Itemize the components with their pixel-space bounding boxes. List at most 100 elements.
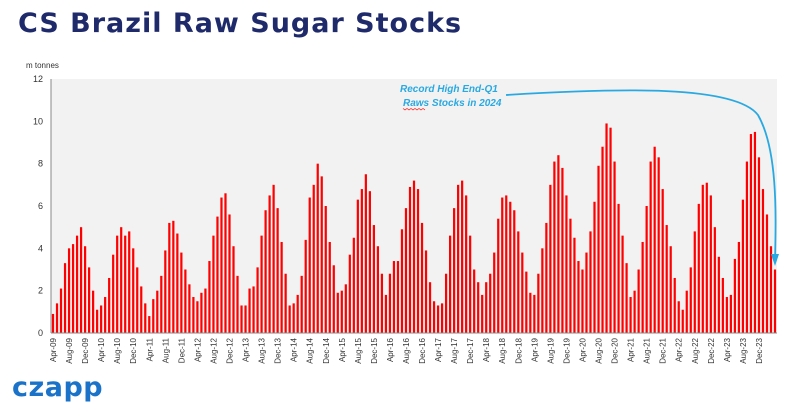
bar [156,290,159,333]
x-tick-label: Dec-21 [659,337,668,363]
bar [553,161,556,333]
bar [685,290,688,333]
bar [260,235,263,333]
bar [320,176,323,333]
bar [276,208,279,333]
bar [268,195,271,333]
bar [529,292,532,333]
bar [661,189,664,333]
bar [573,237,576,333]
bar [473,269,476,333]
bar [753,131,757,333]
bar [224,193,227,333]
bar [424,250,428,333]
bar [88,267,91,333]
bar [168,222,171,333]
bar [116,235,119,333]
x-tick-label: Dec-14 [322,337,331,363]
bar [200,292,203,333]
bar [497,218,500,333]
bar [489,273,492,333]
x-tick-label: Aug-21 [643,337,652,363]
bar [485,282,488,333]
x-tick-label: Aug-09 [65,337,74,363]
bar [324,206,327,333]
x-tick-label: Dec-22 [707,337,716,363]
spellcheck-squiggle [402,108,426,111]
bar [248,288,251,333]
bar [557,155,560,333]
bar [312,184,315,333]
bar [176,233,179,333]
x-tick-label: Dec-19 [562,337,571,363]
bar [733,258,736,333]
bar [208,261,211,333]
bar [67,248,71,333]
bar [364,174,367,333]
bar [376,246,380,333]
bar [328,241,331,333]
bar [83,246,87,333]
bar [392,261,396,333]
x-tick-label: Aug-19 [546,337,555,363]
bar [525,271,528,333]
bar [505,195,508,333]
bar [713,227,716,333]
bar [308,197,311,333]
bar [501,197,504,333]
bar [561,167,564,333]
bar [272,184,275,333]
bar [304,239,307,333]
x-tick-label: Aug-22 [691,337,700,363]
bar [545,222,548,333]
bar [164,250,167,333]
x-tick-label: Apr-12 [193,337,202,362]
bar [761,189,765,333]
x-tick-label: Aug-20 [595,337,604,363]
x-tick-label: Aug-10 [113,337,122,363]
bar [288,305,291,333]
x-tick-label: Dec-10 [129,337,138,363]
annotation-line-1: Record High End-Q1 [400,84,498,95]
bar [172,220,175,333]
bar [541,248,544,333]
bar [669,246,672,333]
annotation-line-2: Raws Stocks in 2024 [403,98,502,109]
bar [184,269,187,333]
bar [228,214,231,333]
bar [296,294,299,333]
bar [204,288,207,333]
bar [196,301,199,333]
bar [517,231,520,333]
bar [457,184,460,333]
y-tick-label: 8 [38,159,43,169]
bar [432,301,436,333]
bar [416,189,420,333]
y-tick-label: 12 [33,74,43,84]
x-tick-label: Apr-16 [386,337,395,362]
bar [408,186,412,333]
bar [144,303,147,333]
bar [677,301,680,333]
bar [757,157,761,333]
bar [513,210,516,333]
bar [428,282,432,333]
bar [436,305,440,333]
bar [581,269,584,333]
bar [356,199,359,333]
bar [292,303,295,333]
x-tick-label: Dec-17 [466,337,475,363]
bar [232,246,235,333]
page-title: CS Brazil Raw Sugar Stocks [18,8,463,39]
bar [533,294,536,333]
bar [240,305,243,333]
bar [300,275,303,333]
bar [641,241,644,333]
x-tick-label: Apr-13 [242,337,251,362]
bar [92,290,95,333]
bar [100,305,103,333]
bar [136,267,139,333]
x-tick-label: Aug-13 [258,337,267,363]
x-tick-label: Dec-18 [514,337,523,363]
bar [593,201,596,333]
